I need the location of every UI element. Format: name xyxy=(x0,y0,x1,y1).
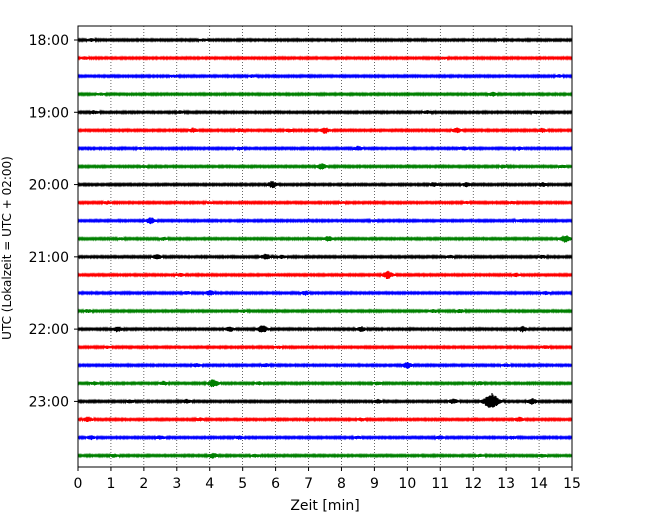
x-tick-label-11: 11 xyxy=(431,476,449,492)
seismogram-traces xyxy=(77,36,573,459)
x-tick-label-10: 10 xyxy=(398,476,416,492)
y-tick-label-2000: 20:00 xyxy=(29,178,69,194)
trace-2200 xyxy=(77,325,573,333)
x-axis-ticks: 0 1 2 3 4 5 6 7 8 9 10 11 12 13 14 15 xyxy=(74,467,581,492)
trace-2015 xyxy=(77,199,573,206)
trace-2100 xyxy=(77,253,573,260)
trace-2215 xyxy=(77,344,573,351)
trace-1900 xyxy=(77,109,573,116)
trace-1800 xyxy=(77,36,573,44)
x-tick-label-6: 6 xyxy=(271,476,280,492)
x-tick-label-7: 7 xyxy=(304,476,313,492)
x-tick-label-15: 15 xyxy=(563,476,581,492)
trace-2230 xyxy=(77,362,573,369)
y-tick-label-1800: 18:00 xyxy=(29,33,69,49)
y-axis-label: UTC (Lokalzeit = UTC + 02:00) xyxy=(0,156,14,340)
x-tick-label-3: 3 xyxy=(172,476,181,492)
x-tick-label-5: 5 xyxy=(238,476,247,492)
y-tick-label-2100: 21:00 xyxy=(29,250,69,266)
trace-2315 xyxy=(77,416,573,423)
trace-2115 xyxy=(77,270,573,279)
trace-2045 xyxy=(77,235,573,243)
y-tick-label-2200: 22:00 xyxy=(29,322,69,338)
trace-2330 xyxy=(77,434,573,441)
trace-2345 xyxy=(77,452,573,459)
trace-1930 xyxy=(77,145,573,152)
x-tick-label-2: 2 xyxy=(139,476,148,492)
trace-1830 xyxy=(77,72,573,80)
trace-2300 xyxy=(77,393,573,408)
trace-1815 xyxy=(77,54,573,62)
x-tick-label-13: 13 xyxy=(497,476,515,492)
x-tick-label-8: 8 xyxy=(337,476,346,492)
trace-2130 xyxy=(77,289,573,297)
trace-1945 xyxy=(77,163,573,170)
x-axis-label: Zeit [min] xyxy=(290,498,359,514)
trace-1845 xyxy=(77,91,573,98)
trace-1915 xyxy=(77,127,573,134)
x-tick-label-9: 9 xyxy=(370,476,379,492)
trace-2030 xyxy=(77,217,573,225)
x-tick-label-12: 12 xyxy=(464,476,482,492)
x-tick-label-4: 4 xyxy=(205,476,214,492)
x-tick-label-0: 0 xyxy=(74,476,83,492)
y-tick-label-1900: 19:00 xyxy=(29,105,69,121)
trace-2000 xyxy=(77,180,573,189)
plot-frame xyxy=(77,25,573,468)
trace-2245 xyxy=(77,379,573,388)
trace-2145 xyxy=(77,307,573,315)
x-tick-label-1: 1 xyxy=(106,476,115,492)
y-axis-ticks: 18:00 19:00 20:00 21:00 22:00 23:00 xyxy=(29,33,78,410)
x-tick-label-14: 14 xyxy=(530,476,548,492)
y-tick-label-2300: 23:00 xyxy=(29,394,69,410)
